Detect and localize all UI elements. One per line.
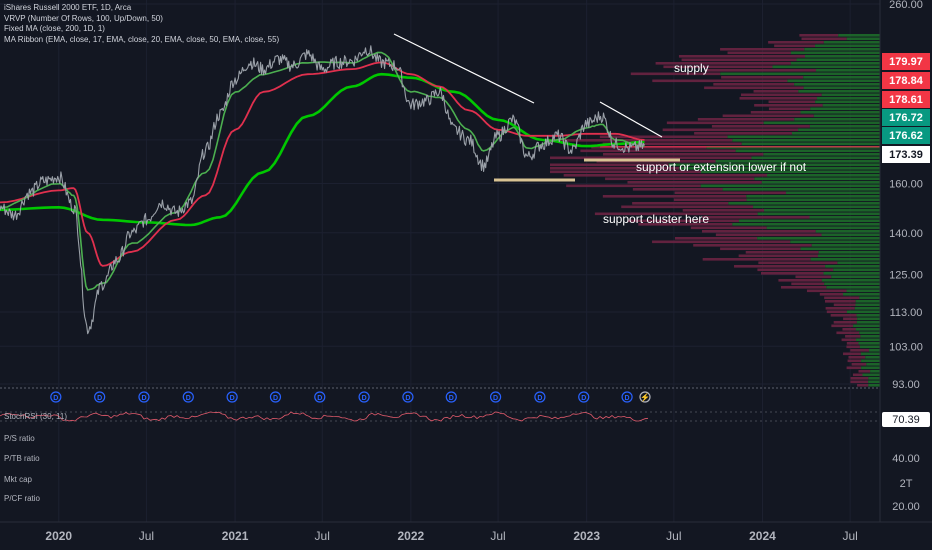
x-tick-label: 2020 <box>45 529 72 543</box>
svg-text:D: D <box>493 395 498 402</box>
svg-text:D: D <box>317 395 322 402</box>
price-label: 178.84 <box>882 72 930 89</box>
pane-axis-label: 20.00 <box>892 501 920 513</box>
svg-text:D: D <box>186 395 191 402</box>
ps-ratio-label[interactable]: P/S ratio <box>4 434 35 443</box>
trendline-2023 <box>599 101 663 138</box>
price-series-group <box>0 45 645 335</box>
price-label-text: 173.39 <box>889 149 923 161</box>
svg-text:D: D <box>53 395 58 402</box>
svg-text:D: D <box>362 395 367 402</box>
y-tick-label: 103.00 <box>889 341 923 353</box>
price-labels: 179.97 178.84 178.61 176.72 176.62 173.39 <box>882 53 930 163</box>
dividend-marker[interactable]: D <box>269 391 282 403</box>
x-tick-label: Jul <box>666 529 681 543</box>
pcf-ratio-label[interactable]: P/CF ratio <box>4 494 41 503</box>
legend-ma-ribbon[interactable]: MA Ribbon (EMA, close, 17, EMA, close, 2… <box>4 34 280 44</box>
y-tick-label: 260.00 <box>889 0 923 11</box>
legend-title[interactable]: iShares Russell 2000 ETF, 1D, Arca <box>4 3 132 12</box>
series-ema_slow <box>0 72 645 227</box>
price-label-text: 178.61 <box>889 94 923 106</box>
x-tick-label: Jul <box>490 529 505 543</box>
x-tick-label: 2024 <box>749 529 776 543</box>
dividend-marker[interactable]: D <box>445 391 457 403</box>
annotation-support-extension[interactable]: support or extension lower if not <box>636 160 807 174</box>
dividend-marker[interactable]: D <box>534 391 546 403</box>
series-ema_mid <box>0 61 645 267</box>
stoch-rsi-label[interactable]: StochRSI (30, 11) <box>4 412 67 421</box>
series-price <box>0 45 645 335</box>
x-tick-label: Jul <box>315 529 330 543</box>
split-marker[interactable]: ⚡ <box>639 391 651 403</box>
dividend-marker[interactable]: D <box>50 391 62 403</box>
y-tick-label: 140.00 <box>889 228 923 240</box>
svg-text:D: D <box>449 395 454 402</box>
pane-axis-label: 40.00 <box>892 453 920 465</box>
dividend-marker[interactable]: D <box>182 391 194 403</box>
x-tick-label: 2021 <box>222 529 249 543</box>
price-label-text: 178.84 <box>889 75 924 87</box>
price-label: 176.62 <box>882 127 930 144</box>
volume-profile <box>550 34 880 387</box>
legend-vrvp[interactable]: VRVP (Number Of Rows, 100, Up/Down, 50) <box>4 13 163 23</box>
y-tick-label: 93.00 <box>892 379 920 391</box>
dividend-marker[interactable]: D <box>578 391 590 403</box>
ptb-ratio-label[interactable]: P/TB ratio <box>4 454 40 463</box>
price-label: 173.39 <box>882 146 930 163</box>
svg-text:D: D <box>273 395 278 402</box>
dividend-marker[interactable]: D <box>358 391 370 403</box>
stoch-value-badge: 70.39 <box>882 412 930 427</box>
svg-text:D: D <box>230 395 235 402</box>
dividend-marker[interactable]: D <box>489 391 502 403</box>
dividend-marker[interactable]: D <box>94 391 106 403</box>
user-drawings[interactable] <box>393 33 680 182</box>
x-tick-label: 2023 <box>573 529 600 543</box>
dividend-marker[interactable]: D <box>226 391 238 403</box>
price-label-text: 176.62 <box>889 130 923 142</box>
dividend-marker[interactable]: D <box>138 391 150 403</box>
svg-text:⚡: ⚡ <box>640 392 650 402</box>
price-label: 176.72 <box>882 109 930 126</box>
svg-text:D: D <box>141 395 146 402</box>
chart-legend: iShares Russell 2000 ETF, 1D, Arca VRVP … <box>4 3 279 45</box>
stoch-rsi-line <box>0 411 649 422</box>
pane-axis-label: 2T <box>900 478 913 490</box>
x-tick-label: Jul <box>139 529 154 543</box>
x-tick-label: 2022 <box>398 529 425 543</box>
legend-fixed-ma[interactable]: Fixed MA (close, 200, 1D, 1) <box>4 24 105 33</box>
dividend-marker[interactable]: D <box>621 391 633 403</box>
svg-text:D: D <box>581 395 586 402</box>
price-label: 179.97 <box>882 53 930 70</box>
dividend-marker[interactable]: D <box>402 391 414 403</box>
annotation-support-cluster[interactable]: support cluster here <box>603 212 710 226</box>
stoch-rsi-pane <box>0 411 880 422</box>
annotation-supply[interactable]: supply <box>674 61 709 75</box>
price-label: 178.61 <box>882 91 930 108</box>
svg-text:D: D <box>537 395 542 402</box>
mkt-cap-label[interactable]: Mkt cap <box>4 475 33 484</box>
dividend-marker[interactable]: D <box>314 391 326 403</box>
y-tick-label: 160.00 <box>889 178 923 190</box>
svg-text:70.39: 70.39 <box>892 414 920 426</box>
price-label-text: 176.72 <box>889 112 923 124</box>
price-label-text: 179.97 <box>889 56 923 68</box>
svg-text:D: D <box>97 395 102 402</box>
x-tick-label: Jul <box>842 529 857 543</box>
y-tick-label: 113.00 <box>890 307 923 319</box>
trendline-2021 <box>393 33 535 104</box>
y-tick-label: 125.00 <box>889 270 923 282</box>
dividend-markers[interactable]: D D D D D D D D D D D D D D ⚡ <box>50 391 651 403</box>
svg-text:D: D <box>405 395 410 402</box>
svg-text:D: D <box>625 395 630 402</box>
